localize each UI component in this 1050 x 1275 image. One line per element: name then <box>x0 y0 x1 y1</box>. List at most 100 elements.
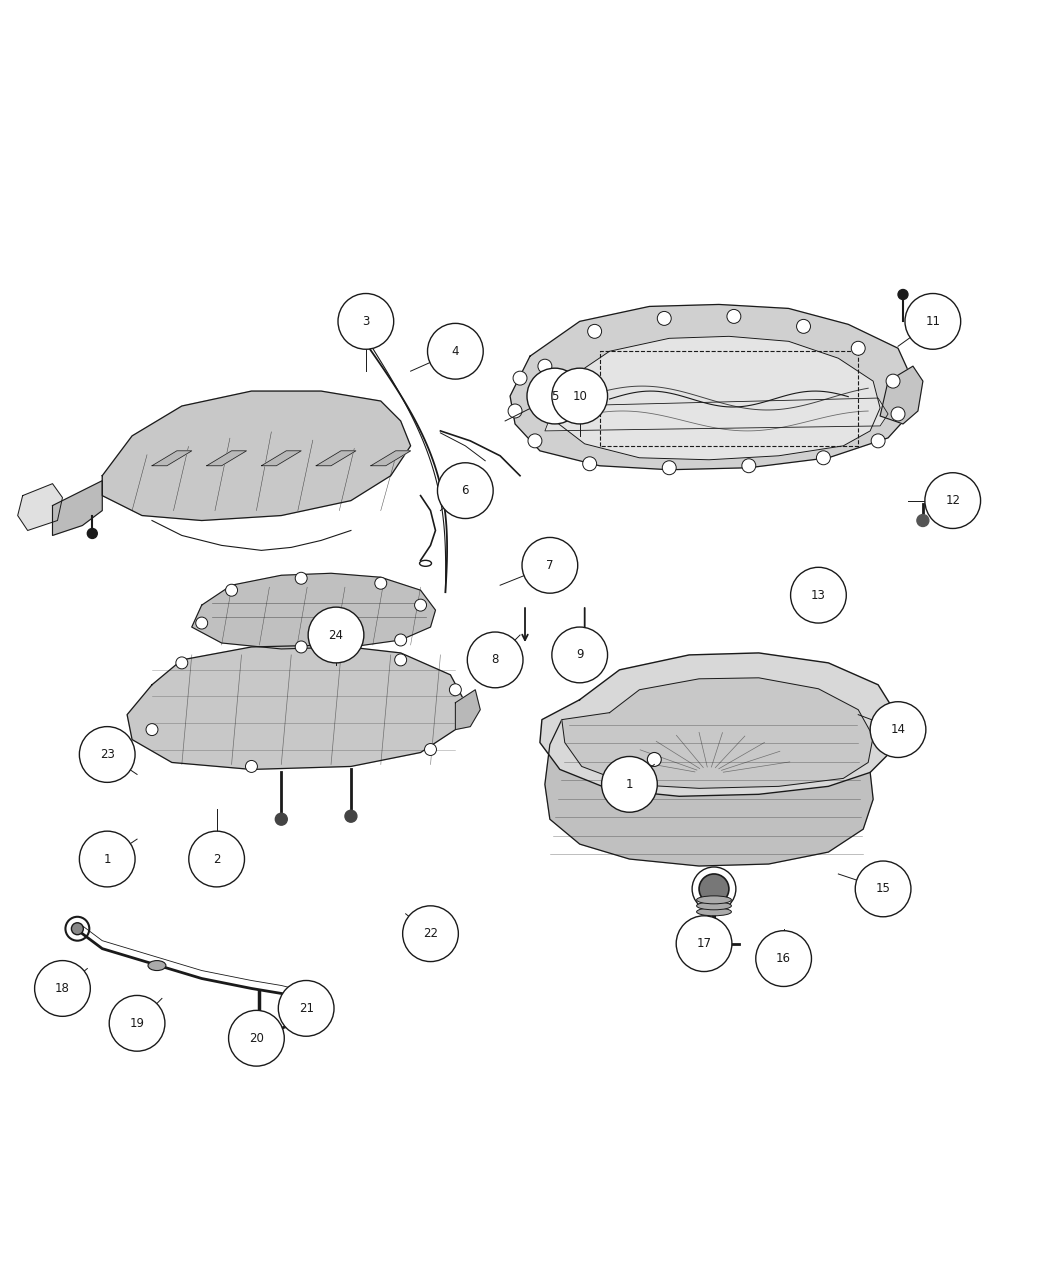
Polygon shape <box>192 574 436 649</box>
Circle shape <box>80 727 135 783</box>
Circle shape <box>467 632 523 687</box>
Text: 23: 23 <box>100 748 114 761</box>
Circle shape <box>175 657 188 669</box>
Circle shape <box>395 654 406 666</box>
Circle shape <box>415 599 426 611</box>
Circle shape <box>648 752 662 766</box>
Ellipse shape <box>696 901 732 910</box>
Circle shape <box>109 996 165 1051</box>
Circle shape <box>552 627 608 683</box>
Ellipse shape <box>696 896 732 904</box>
Circle shape <box>295 641 308 653</box>
Circle shape <box>552 368 608 423</box>
Text: 22: 22 <box>423 927 438 940</box>
Circle shape <box>438 463 493 519</box>
Circle shape <box>146 724 158 736</box>
Circle shape <box>756 931 812 987</box>
Polygon shape <box>152 451 192 465</box>
Circle shape <box>727 310 741 324</box>
Circle shape <box>522 538 578 593</box>
Circle shape <box>308 607 364 663</box>
Circle shape <box>246 760 257 773</box>
Ellipse shape <box>696 908 732 915</box>
Circle shape <box>791 567 846 623</box>
Polygon shape <box>316 451 356 465</box>
Text: 4: 4 <box>452 344 459 358</box>
Circle shape <box>588 324 602 338</box>
Circle shape <box>226 584 237 597</box>
Circle shape <box>508 404 522 418</box>
Text: 15: 15 <box>876 882 890 895</box>
Polygon shape <box>127 645 465 769</box>
Text: 11: 11 <box>925 315 941 328</box>
Circle shape <box>189 831 245 887</box>
Circle shape <box>424 743 437 756</box>
Circle shape <box>252 1024 267 1038</box>
Text: 7: 7 <box>546 558 553 571</box>
Circle shape <box>275 813 288 825</box>
Circle shape <box>886 374 900 388</box>
Circle shape <box>898 289 908 300</box>
Circle shape <box>676 915 732 972</box>
Ellipse shape <box>148 960 166 970</box>
Circle shape <box>71 923 83 935</box>
Circle shape <box>917 515 929 527</box>
Polygon shape <box>545 719 874 866</box>
Text: 12: 12 <box>945 495 960 507</box>
Circle shape <box>872 434 885 448</box>
Circle shape <box>35 960 90 1016</box>
Circle shape <box>87 528 98 538</box>
Circle shape <box>402 905 459 961</box>
Text: 19: 19 <box>129 1016 145 1030</box>
Circle shape <box>870 701 926 757</box>
Circle shape <box>527 368 583 423</box>
Circle shape <box>229 1010 285 1066</box>
Circle shape <box>905 293 961 349</box>
Circle shape <box>427 324 483 379</box>
Circle shape <box>891 407 905 421</box>
Polygon shape <box>102 391 411 520</box>
Polygon shape <box>562 678 874 788</box>
Text: 3: 3 <box>362 315 370 328</box>
Circle shape <box>345 810 357 822</box>
Circle shape <box>797 320 811 333</box>
Text: 13: 13 <box>811 589 826 602</box>
Circle shape <box>195 617 208 629</box>
Text: 10: 10 <box>572 390 587 403</box>
Polygon shape <box>540 653 898 797</box>
Text: 8: 8 <box>491 653 499 667</box>
Text: 24: 24 <box>329 629 343 641</box>
Circle shape <box>583 456 596 470</box>
Polygon shape <box>510 305 912 469</box>
Circle shape <box>925 473 981 528</box>
Circle shape <box>856 861 911 917</box>
Text: 14: 14 <box>890 723 905 736</box>
Polygon shape <box>545 337 880 460</box>
Circle shape <box>80 831 135 887</box>
Polygon shape <box>545 398 888 431</box>
Polygon shape <box>207 451 247 465</box>
Circle shape <box>278 980 334 1037</box>
Text: 20: 20 <box>249 1031 264 1044</box>
Circle shape <box>295 572 308 584</box>
Polygon shape <box>456 690 480 729</box>
Circle shape <box>395 634 406 646</box>
Text: 1: 1 <box>626 778 633 790</box>
Circle shape <box>538 360 552 374</box>
Circle shape <box>852 342 865 356</box>
Polygon shape <box>261 451 301 465</box>
Polygon shape <box>52 481 102 536</box>
Circle shape <box>449 683 461 696</box>
Text: 18: 18 <box>55 982 70 994</box>
Circle shape <box>602 756 657 812</box>
Text: 2: 2 <box>213 853 220 866</box>
Circle shape <box>699 873 729 904</box>
Circle shape <box>338 293 394 349</box>
Polygon shape <box>371 451 411 465</box>
Text: 9: 9 <box>576 649 584 662</box>
Text: 17: 17 <box>696 937 712 950</box>
Circle shape <box>657 311 671 325</box>
Text: 6: 6 <box>462 484 469 497</box>
Circle shape <box>663 460 676 474</box>
Circle shape <box>375 578 386 589</box>
